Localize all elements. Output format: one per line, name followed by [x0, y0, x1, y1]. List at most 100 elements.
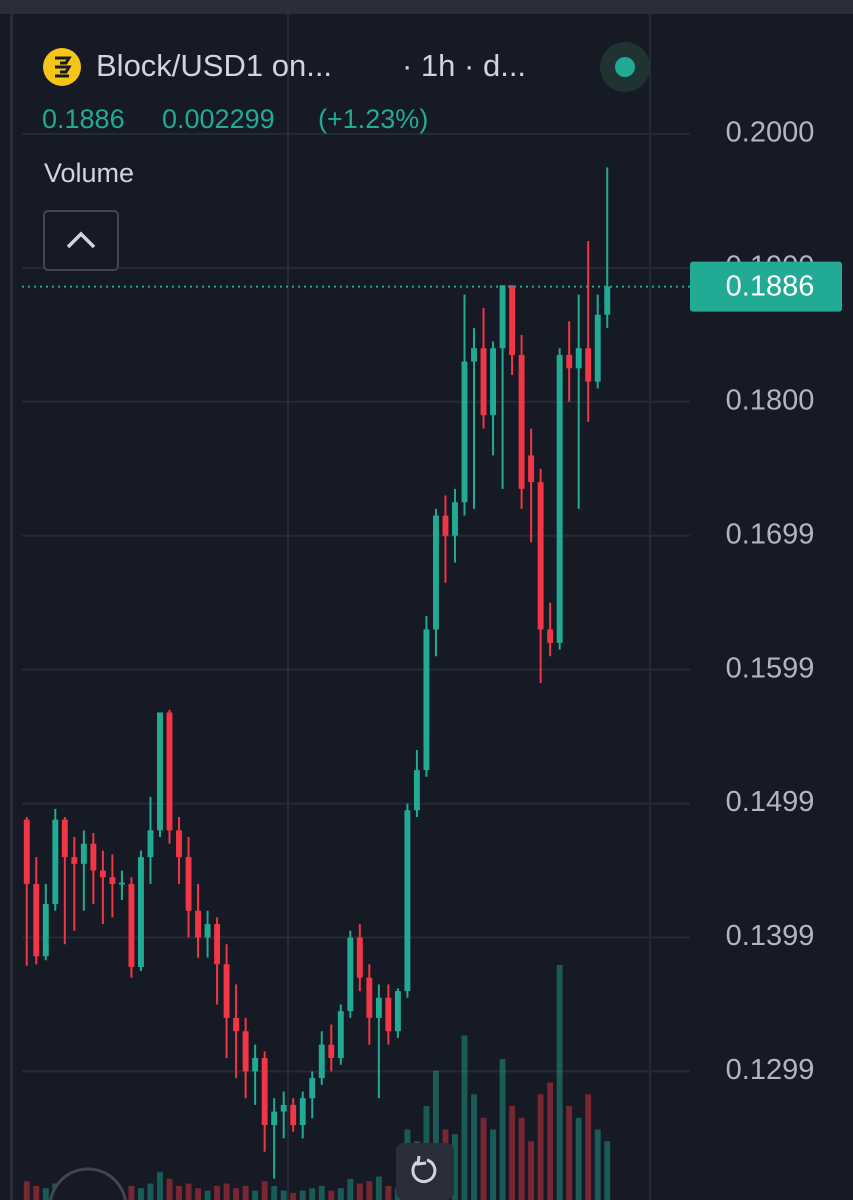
candle-body [33, 883, 40, 957]
volume-bar [375, 1176, 382, 1200]
candle-body [337, 1011, 344, 1059]
volume-bar [328, 1190, 335, 1200]
volume-bar [242, 1185, 249, 1200]
volume-bar [261, 1181, 268, 1200]
candle-body [604, 286, 611, 315]
reset-button[interactable] [396, 1143, 454, 1200]
volume-bar [452, 1134, 458, 1200]
volume-label: Volume [44, 158, 134, 188]
last-price: 0.1886 [42, 104, 125, 134]
candle-body [185, 857, 192, 911]
last-price-tag-label: 0.1886 [726, 270, 815, 302]
candle-body [90, 843, 97, 871]
candle-body [328, 1044, 335, 1059]
candle-body [404, 810, 411, 992]
volume-bar [471, 1094, 477, 1200]
volume-bar [509, 1106, 516, 1200]
volume-bar [461, 1035, 468, 1200]
candle-body [537, 482, 544, 630]
candle-body [394, 991, 401, 1032]
candle-body [585, 348, 592, 382]
candle-body [23, 819, 30, 884]
candle-body [442, 515, 449, 536]
candle-body [556, 354, 563, 643]
candle-body [214, 924, 221, 965]
candle-body [52, 819, 59, 905]
y-tick-label: 0.1499 [726, 786, 815, 818]
candle-body [366, 977, 373, 1018]
volume-bar [166, 1178, 173, 1200]
volume-bar [128, 1185, 135, 1200]
volume-bar [138, 1188, 144, 1200]
candle-body [223, 964, 230, 1018]
candle-body [271, 1111, 278, 1125]
candle-body [499, 285, 506, 349]
volume-bar [157, 1171, 163, 1200]
volume-bar [299, 1190, 306, 1200]
candle-body [480, 348, 487, 416]
candle-body [423, 629, 430, 771]
candle-body [461, 361, 468, 503]
candle-body [128, 883, 135, 967]
candle-body [347, 937, 354, 1012]
volume-bar [309, 1188, 316, 1200]
volume-bar [604, 1141, 611, 1200]
volume-bar [252, 1190, 259, 1200]
y-tick-label: 0.1800 [726, 384, 815, 416]
candle-body [547, 629, 554, 643]
header: Block/USD1 on... · 1h · d... 0.1886 0.00… [42, 42, 650, 271]
y-tick-label: 0.1599 [726, 652, 815, 684]
candle-body [594, 314, 601, 382]
volume-bar [547, 1082, 554, 1200]
candle-body [147, 830, 154, 858]
volume-bar [223, 1183, 230, 1200]
candle-body [471, 348, 477, 362]
y-tick-label: 0.1299 [726, 1054, 815, 1086]
volume-bar [147, 1183, 154, 1200]
volume-bar [594, 1129, 601, 1200]
candle-body [204, 924, 211, 938]
volume-bar [385, 1185, 392, 1200]
volume-bar [204, 1190, 211, 1200]
volume-bar [566, 1106, 573, 1200]
candle-body [195, 910, 201, 938]
plot [22, 132, 690, 1200]
volume-bar [280, 1190, 287, 1200]
volume-bar [433, 1070, 439, 1200]
change-percent: (+1.23%) [318, 104, 428, 134]
candle-body [109, 877, 116, 884]
status-dot [615, 57, 635, 77]
y-tick-label: 0.2000 [726, 117, 815, 149]
candle-body [166, 712, 173, 831]
volume-bar [356, 1183, 363, 1200]
candle-body [528, 455, 535, 483]
candle-body [80, 843, 87, 864]
candle-body [280, 1104, 287, 1112]
brand-logo[interactable] [49, 1167, 127, 1200]
collapse-button[interactable] [43, 210, 119, 271]
last-price-tag [690, 261, 842, 312]
candle-body [252, 1058, 259, 1072]
volume-bar [556, 965, 563, 1200]
volume-bar [337, 1188, 344, 1200]
volume-bar [528, 1141, 535, 1200]
volume-bar [366, 1181, 373, 1200]
candle-body [413, 770, 420, 811]
left-border [10, 14, 13, 1200]
volume-bar [195, 1188, 201, 1200]
candle-body [61, 819, 68, 858]
interval: · 1h · d... [402, 48, 526, 83]
coin-logo-glyph [55, 56, 72, 78]
candle-body [375, 997, 382, 1018]
candle-body [233, 1017, 240, 1032]
volume-bar [575, 1117, 582, 1200]
reset-icon [411, 1158, 437, 1184]
candle-body [575, 348, 582, 369]
volume-bar [499, 1059, 506, 1200]
volume-bar [290, 1192, 297, 1200]
volume-bar [537, 1094, 544, 1200]
reset-icon-arrow [416, 1155, 427, 1166]
volume-bar [233, 1188, 240, 1200]
